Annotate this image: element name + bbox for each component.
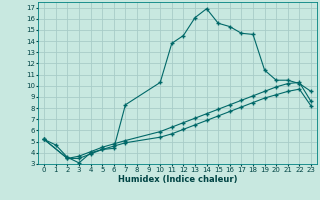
X-axis label: Humidex (Indice chaleur): Humidex (Indice chaleur) <box>118 175 237 184</box>
